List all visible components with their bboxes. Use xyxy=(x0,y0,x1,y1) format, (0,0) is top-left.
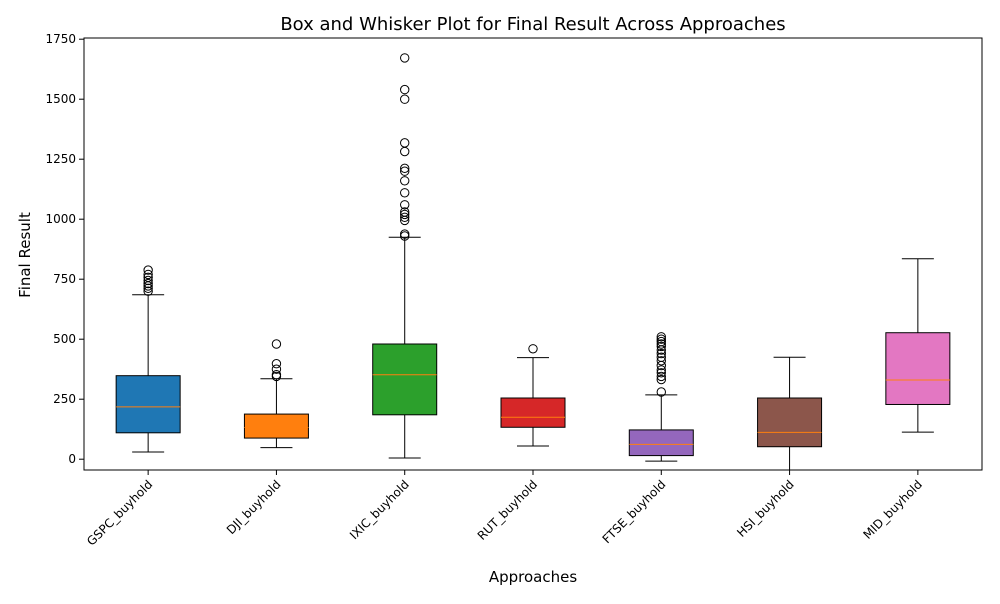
outlier-point xyxy=(271,339,282,349)
x-tick-label: HSI_buyhold xyxy=(734,477,797,540)
box-GSPC_buyhold xyxy=(115,375,181,434)
outlier-point xyxy=(656,341,666,352)
x-tick-label: MID_buyhold xyxy=(860,477,925,542)
outlier-point xyxy=(400,212,410,222)
outlier-point xyxy=(656,332,666,342)
y-tick-label: 500 xyxy=(53,332,76,346)
box-HSI_buyhold xyxy=(757,397,823,448)
y-tick-label: 0 xyxy=(68,452,76,466)
x-tick-label: RUT_buyhold xyxy=(475,477,541,543)
outlier-point xyxy=(656,371,666,382)
outlier-point xyxy=(143,275,153,286)
box-group-MID_buyhold xyxy=(885,258,951,433)
y-tick-label: 750 xyxy=(53,272,76,286)
y-tick-label: 250 xyxy=(53,392,76,406)
box-group-GSPC_buyhold xyxy=(115,265,181,453)
box-group-RUT_buyhold xyxy=(500,344,566,447)
outlier-point xyxy=(400,94,410,104)
y-axis-label: Final Result xyxy=(16,212,34,298)
y-tick-label: 1000 xyxy=(45,212,76,226)
outlier-point xyxy=(400,176,410,186)
outlier-point xyxy=(400,53,410,63)
box-FTSE_buyhold xyxy=(628,429,694,457)
outlier-point xyxy=(271,370,282,380)
outlier-point xyxy=(400,84,410,95)
outlier-point xyxy=(400,163,410,174)
y-tick-label: 1500 xyxy=(45,92,76,106)
outlier-point xyxy=(400,188,410,198)
outlier-point xyxy=(656,356,666,366)
outlier-point xyxy=(143,272,153,282)
outlier-point xyxy=(400,166,410,176)
y-tick-label: 1250 xyxy=(45,152,76,166)
box-MID_buyhold xyxy=(885,332,951,405)
outlier-point xyxy=(656,365,666,375)
outlier-point xyxy=(271,358,282,369)
outlier-point xyxy=(400,229,410,239)
x-tick-label: IXIC_buyhold xyxy=(347,477,412,542)
x-tick-label: DJI_buyhold xyxy=(224,477,284,537)
box-RUT_buyhold xyxy=(500,397,566,428)
outlier-point xyxy=(143,286,153,296)
box-group-DJI_buyhold xyxy=(243,339,309,449)
plot-area xyxy=(115,53,951,471)
outlier-point xyxy=(656,334,666,344)
box-IXIC_buyhold xyxy=(372,343,438,416)
outlier-point xyxy=(400,207,410,217)
box-group-FTSE_buyhold xyxy=(628,332,694,462)
x-tick-label: FTSE_buyhold xyxy=(600,477,669,546)
outlier-point xyxy=(400,138,410,148)
x-axis-label: Approaches xyxy=(489,568,577,586)
outlier-point xyxy=(400,209,410,220)
outlier-point xyxy=(143,265,153,275)
y-tick-label: 1750 xyxy=(45,32,76,46)
x-tick-label: GSPC_buyhold xyxy=(84,477,155,548)
chart-title: Box and Whisker Plot for Final Result Ac… xyxy=(280,14,785,35)
box-group-IXIC_buyhold xyxy=(372,53,438,459)
outlier-point xyxy=(656,352,666,362)
outlier-point xyxy=(656,368,666,378)
outlier-point xyxy=(400,200,410,210)
outlier-point xyxy=(656,374,666,385)
box-group-HSI_buyhold xyxy=(757,356,823,471)
outlier-point xyxy=(656,387,666,397)
outlier-point xyxy=(656,336,666,347)
box-DJI_buyhold xyxy=(243,413,309,439)
outlier-point xyxy=(528,344,538,354)
outlier-point xyxy=(143,269,153,280)
axes: 0 250 500 750 1000 1250 1500 1750 GSPC_buyhold DJ… xyxy=(45,32,983,549)
outlier-point xyxy=(271,364,282,374)
outlier-point xyxy=(656,348,666,359)
outlier-point xyxy=(656,339,666,349)
outlier-point xyxy=(400,146,410,157)
outlier-point xyxy=(143,278,153,289)
